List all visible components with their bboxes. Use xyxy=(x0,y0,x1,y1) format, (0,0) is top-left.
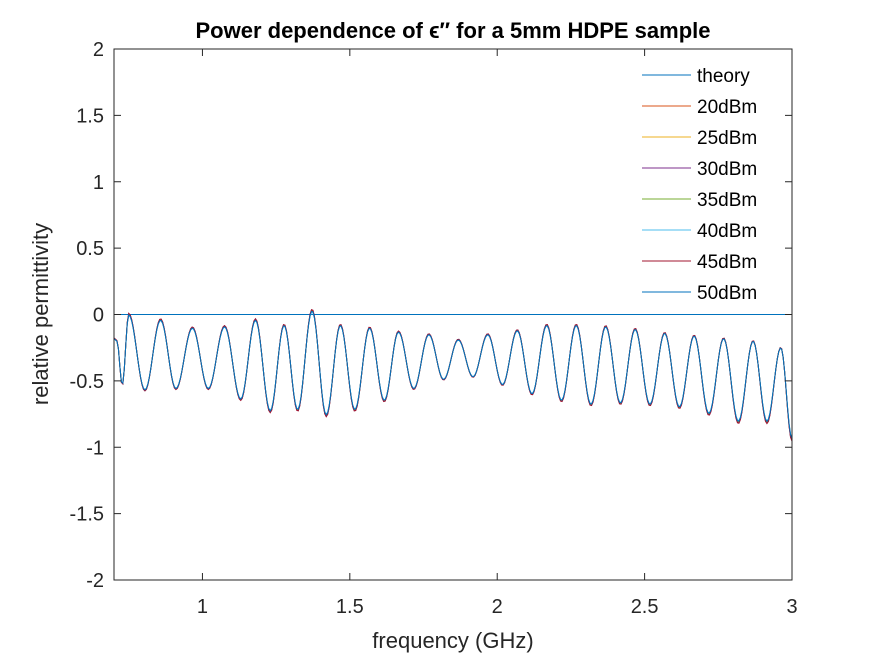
y-axis-label: relative permittivity xyxy=(28,223,53,405)
legend-entry-label: theory xyxy=(697,66,750,87)
y-tick-label: -0.5 xyxy=(70,371,104,393)
legend-entry-label: 35dBm xyxy=(697,190,757,211)
legend: theory 20dBm 25dBm 30dBm 35dBm 40dBm 45dBm 50dB… xyxy=(642,66,757,304)
x-tick-label: 1 xyxy=(197,596,208,618)
series-line-50dBm xyxy=(114,310,792,439)
x-axis-ticks: 1 1.5 2 2.5 3 xyxy=(197,49,798,618)
y-tick-label: 1 xyxy=(93,172,104,194)
x-tick-label: 2.5 xyxy=(631,596,659,618)
x-tick-label: 3 xyxy=(786,596,797,618)
x-tick-label: 2 xyxy=(492,596,503,618)
chart-title: Power dependence of ϵ′′ for a 5mm HDPE s… xyxy=(196,18,711,43)
y-axis-ticks: -2 -1.5 -1 -0.5 0 0.5 1 1.5 2 xyxy=(70,39,792,592)
legend-entry-label: 20dBm xyxy=(697,97,757,118)
y-tick-label: -2 xyxy=(86,570,104,592)
legend-entry-label: 25dBm xyxy=(697,128,757,149)
y-tick-label: 0.5 xyxy=(76,238,104,260)
legend-entry-label: 40dBm xyxy=(697,221,757,242)
legend-entry-label: 30dBm xyxy=(697,159,757,180)
x-axis-label: frequency (GHz) xyxy=(372,628,533,653)
legend-entry-label: 50dBm xyxy=(697,283,757,304)
y-tick-label: 0 xyxy=(93,305,104,327)
x-tick-label: 1.5 xyxy=(336,596,364,618)
y-tick-label: 1.5 xyxy=(76,105,104,127)
y-tick-label: -1 xyxy=(86,437,104,459)
y-tick-label: 2 xyxy=(93,39,104,61)
y-tick-label: -1.5 xyxy=(70,504,104,526)
series-layer xyxy=(114,309,792,442)
legend-entry-label: 45dBm xyxy=(697,252,757,273)
